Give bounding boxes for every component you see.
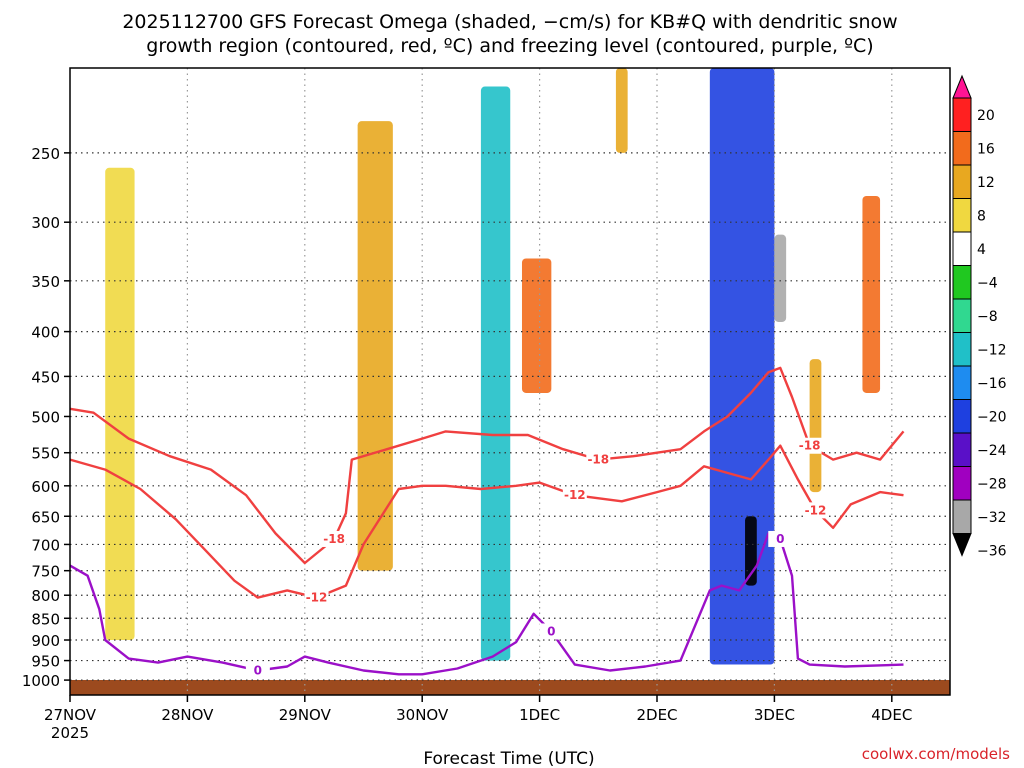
y-tick-label-700: 700 [31, 536, 60, 554]
contour-label-bg--18-1 [586, 451, 611, 468]
y-tick-label-300: 300 [31, 214, 60, 232]
y-tick-label-250: 250 [31, 145, 60, 163]
y-axis: 250 300 350 400 450 500 550 600 650 700 750 800 850 9… [22, 145, 70, 690]
colorbar-label-9: −20 [977, 409, 1007, 425]
contours: -18 -18 -18 -12 -12 -12 0 0 0 [69, 366, 905, 679]
y-tick-label-950: 950 [31, 653, 60, 671]
colorbar-label-1: 16 [977, 141, 995, 157]
colorbar: 20 16 12 8 4 −4 −8 −12 −16 −20 −24 −28 −32 −36 [952, 74, 1007, 559]
colorbar-label-6: −8 [977, 309, 998, 325]
colorbar-label-7: −12 [977, 342, 1007, 358]
y-tick-label-600: 600 [31, 478, 60, 496]
grid [70, 68, 950, 695]
y-tick-label-650: 650 [31, 508, 60, 526]
colorbar-swatch-3 [952, 164, 972, 199]
omega-cell-4 [521, 258, 552, 393]
colorbar-swatch-6 [952, 265, 972, 300]
colorbar-label-2: 12 [977, 175, 995, 191]
credit-text: coolwx.com/models [862, 745, 1010, 763]
omega-cell-10 [862, 195, 881, 393]
contour-label-bg--18-0 [322, 530, 347, 547]
y-tick-label-800: 800 [31, 587, 60, 605]
chart-title-line1: 2025112700 GFS Forecast Omega (shaded, −… [122, 11, 897, 33]
colorbar-label-5: −4 [977, 275, 998, 291]
x-tick-label-1DEC: 1DEC [519, 706, 560, 724]
colorbar-swatch-7 [952, 298, 972, 333]
colorbar-label-12: −32 [977, 510, 1007, 526]
colorbar-swatch-2 [952, 131, 972, 166]
colorbar-swatch-11 [952, 432, 972, 467]
contour-label-0-0: 0 [254, 663, 262, 677]
y-tick-label-350: 350 [31, 273, 60, 291]
colorbar-label-8: −16 [977, 376, 1007, 392]
x-tick-label-28NOV: 28NOV [161, 706, 214, 724]
contour-label-bg--12-1 [562, 487, 587, 504]
contour-label--12-0: -12 [306, 591, 328, 605]
colorbar-swatch-1 [952, 97, 972, 132]
contour-label-bg--18-2 [797, 437, 822, 454]
x-tick-label-27NOV: 27NOV [44, 706, 97, 724]
contour-label--12-2: -12 [805, 503, 827, 517]
y-tick-label-550: 550 [31, 445, 60, 463]
contour-label-bg-0-2 [768, 530, 793, 547]
colorbar-swatch-10 [952, 399, 972, 434]
contour-label--18-0: -18 [323, 532, 345, 546]
x-tick-label-30NOV: 30NOV [396, 706, 449, 724]
plot-frame [69, 67, 951, 696]
x-tick-label-3DEC: 3DEC [754, 706, 795, 724]
colorbar-label-4: 4 [977, 242, 986, 258]
y-tick-label-750: 750 [31, 563, 60, 581]
omega-cell-1 [246, 104, 305, 619]
contour-label-bg-0-1 [539, 623, 564, 640]
contour-label-bg--12-2 [803, 502, 828, 519]
y-tick-label-450: 450 [31, 368, 60, 386]
plot-area: -18 -18 -18 -12 -12 -12 0 0 0 [69, 67, 951, 696]
omega-cell-9 [809, 359, 822, 493]
y-tick-label-900: 900 [31, 632, 60, 650]
colorbar-bottom-arrow [952, 533, 972, 557]
contour-label--18-2: -18 [799, 439, 821, 453]
y-tick-label-400: 400 [31, 324, 60, 342]
omega-cell-8 [774, 234, 787, 322]
omega-cell-0 [105, 167, 135, 641]
y-tick-label-500: 500 [31, 408, 60, 426]
colorbar-swatch-5 [952, 231, 972, 266]
colorbar-top-arrow [952, 74, 972, 99]
contour-line--12 [69, 444, 904, 599]
contour-label-bg--12-0 [304, 589, 329, 606]
y-tick-label-1000: 1000 [22, 672, 60, 690]
ground-terrain [70, 680, 950, 695]
omega-cell-6 [709, 68, 775, 665]
contour-line--18 [69, 366, 905, 565]
colorbar-swatch-8 [952, 332, 972, 367]
colorbar-swatch-4 [952, 198, 972, 233]
omega-cell-2 [357, 121, 393, 571]
colorbar-label-0: 20 [977, 108, 995, 124]
colorbar-label-10: −24 [977, 443, 1007, 459]
x-tick-label-29NOV: 29NOV [279, 706, 332, 724]
omega-shading [105, 68, 881, 665]
colorbar-swatch-12 [952, 466, 972, 501]
contour-label--18-1: -18 [587, 453, 609, 467]
x-tick-label-2DEC: 2DEC [636, 706, 677, 724]
contour-label--12-1: -12 [564, 488, 586, 502]
colorbar-label-11: −28 [977, 476, 1007, 492]
x-tick-label-4DEC: 4DEC [871, 706, 912, 724]
omega-cell-3 [480, 86, 511, 661]
contour-label-0-2: 0 [776, 532, 784, 546]
x-tick-sublabel-27NOV: 2025 [51, 724, 89, 742]
colorbar-label-13: −36 [977, 543, 1007, 559]
contour-label-0-1: 0 [547, 624, 555, 638]
omega-cell-5 [615, 68, 628, 153]
y-tick-label-850: 850 [31, 610, 60, 628]
colorbar-swatch-9 [952, 365, 972, 400]
contour-label-bg-0-0 [245, 662, 270, 679]
x-axis-title: Forecast Time (UTC) [423, 749, 594, 768]
colorbar-swatch-13 [952, 499, 972, 534]
colorbar-label-3: 8 [977, 208, 986, 224]
chart-title-line2: growth region (contoured, red, ºC) and f… [146, 35, 873, 57]
